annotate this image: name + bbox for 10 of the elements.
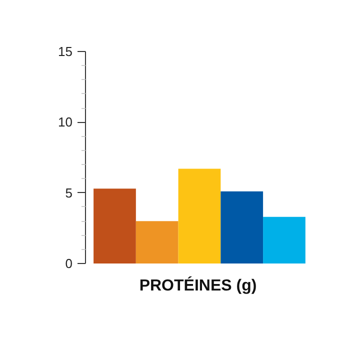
y-tick-label: 0 bbox=[65, 256, 73, 271]
y-tick-label: 5 bbox=[65, 185, 73, 200]
bar bbox=[136, 221, 178, 264]
bar bbox=[220, 191, 264, 264]
bar bbox=[178, 168, 221, 264]
y-tick-label: 10 bbox=[58, 114, 73, 130]
x-axis-title: PROTÉINES (g) bbox=[139, 276, 257, 294]
bar bbox=[263, 216, 306, 264]
y-tick-label: 15 bbox=[58, 44, 73, 59]
bar bbox=[94, 188, 136, 264]
